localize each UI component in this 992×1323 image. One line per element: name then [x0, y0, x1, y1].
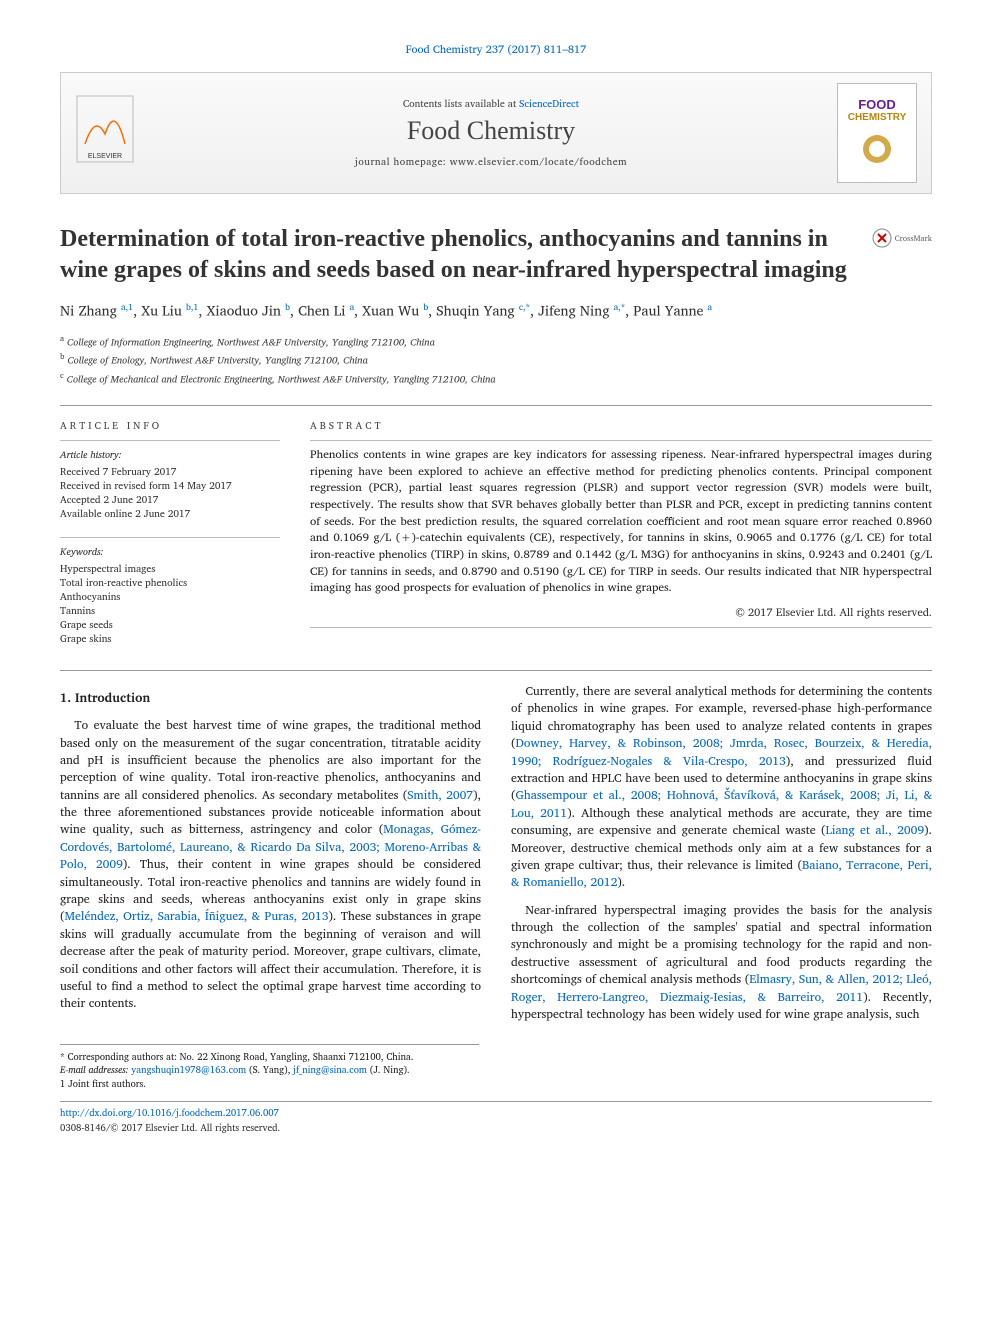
affiliation-line: b College of Enology, Northwest A&F Univ… — [60, 350, 932, 368]
journal-cover-icon: FOOD CHEMISTRY — [837, 83, 917, 183]
email-link[interactable]: jf_ning@sina.com — [293, 1063, 367, 1078]
section-heading: 1. Introduction — [60, 689, 481, 707]
article-info-header: ARTICLE INFO — [60, 418, 280, 434]
footnotes: * Corresponding authors at: No. 22 Xinon… — [60, 1044, 479, 1091]
journal-reference: Food Chemistry 237 (2017) 811–817 — [60, 40, 932, 58]
history-line: Received in revised form 14 May 2017 — [60, 479, 280, 493]
keyword: Grape seeds — [60, 618, 280, 632]
history-line: Received 7 February 2017 — [60, 465, 280, 479]
affiliation-line: c College of Mechanical and Electronic E… — [60, 369, 932, 387]
citation-link[interactable]: Smith, 2007 — [407, 786, 473, 805]
email-link[interactable]: yangshuqin1978@163.com — [131, 1063, 246, 1078]
sciencedirect-link[interactable]: ScienceDirect — [519, 96, 579, 112]
keyword: Hyperspectral images — [60, 562, 280, 576]
author-list: Ni Zhang a,1, Xu Liu b,1, Xiaoduo Jin b,… — [60, 300, 932, 322]
abstract-header: ABSTRACT — [310, 418, 932, 434]
abstract-copyright: © 2017 Elsevier Ltd. All rights reserved… — [310, 603, 932, 621]
corresponding-note: * Corresponding authors at: No. 22 Xinon… — [60, 1051, 479, 1064]
journal-name: Food Chemistry — [145, 116, 837, 146]
issn-line: 0308-8146/© 2017 Elsevier Ltd. All right… — [60, 1121, 280, 1136]
footer: http://dx.doi.org/10.1016/j.foodchem.201… — [60, 1101, 932, 1136]
journal-homepage: journal homepage: www.elsevier.com/locat… — [145, 154, 837, 170]
svg-text:ELSEVIER: ELSEVIER — [88, 153, 122, 160]
joint-authors-note: 1 Joint first authors. — [60, 1078, 479, 1091]
affiliation-line: a College of Information Engineering, No… — [60, 332, 932, 350]
article-title: Determination of total iron-reactive phe… — [60, 224, 860, 286]
keyword: Tannins — [60, 604, 280, 618]
citation-link[interactable]: Liang et al., 2009 — [825, 821, 924, 840]
body-paragraph: To evaluate the best harvest time of win… — [60, 717, 481, 1013]
email-line: E-mail addresses: yangshuqin1978@163.com… — [60, 1064, 479, 1077]
history-line: Available online 2 June 2017 — [60, 507, 280, 521]
contents-line: Contents lists available at ScienceDirec… — [145, 96, 837, 112]
abstract-panel: ABSTRACT Phenolics contents in wine grap… — [310, 418, 932, 646]
body-text: 1. Introduction To evaluate the best har… — [60, 683, 932, 1028]
keywords-label: Keywords: — [60, 544, 280, 560]
keyword: Total iron-reactive phenolics — [60, 576, 280, 590]
article-info-panel: ARTICLE INFO Article history: Received 7… — [60, 418, 280, 646]
body-paragraph: Near-infrared hyperspectral imaging prov… — [511, 902, 932, 1024]
journal-banner: ELSEVIER Contents lists available at Sci… — [60, 72, 932, 194]
doi-link[interactable]: http://dx.doi.org/10.1016/j.foodchem.201… — [60, 1106, 279, 1121]
abstract-text: Phenolics contents in wine grapes are ke… — [310, 447, 932, 597]
affiliations: a College of Information Engineering, No… — [60, 332, 932, 387]
keyword: Grape skins — [60, 632, 280, 646]
elsevier-logo: ELSEVIER — [75, 94, 145, 172]
keyword: Anthocyanins — [60, 590, 280, 604]
crossmark-badge[interactable]: CrossMark — [872, 228, 932, 248]
article-history-label: Article history: — [60, 447, 280, 463]
history-line: Accepted 2 June 2017 — [60, 493, 280, 507]
citation-link[interactable]: Meléndez, Ortiz, Sarabia, Íñiguez, & Pur… — [65, 907, 329, 926]
body-paragraph: Currently, there are several analytical … — [511, 683, 932, 892]
